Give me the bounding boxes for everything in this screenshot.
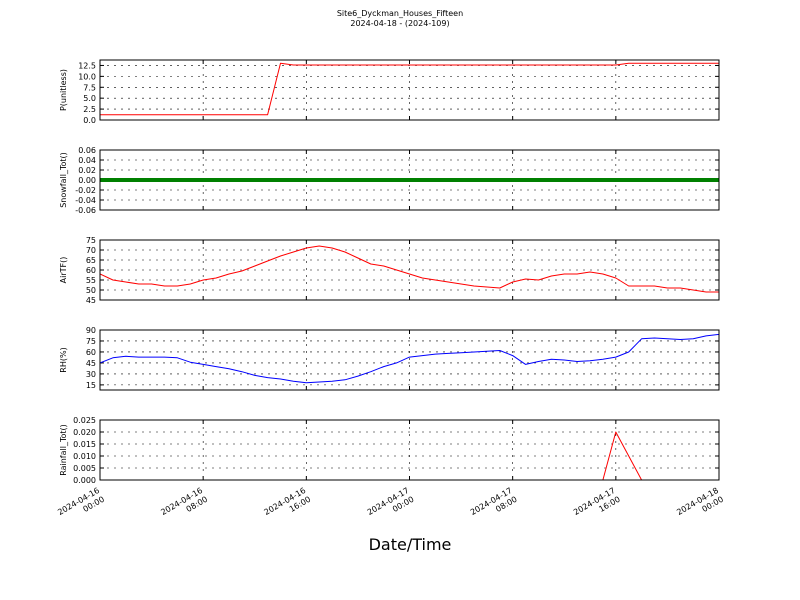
- y-tick-label: 12.5: [78, 61, 96, 70]
- data-line: [100, 245, 719, 293]
- y-tick-label: 0.0: [83, 116, 96, 125]
- y-axis-label: RH(%): [59, 347, 68, 372]
- y-tick-label: -0.04: [75, 196, 96, 205]
- plot-frame: [99, 59, 720, 121]
- y-tick-label: 50: [86, 286, 96, 295]
- y-tick-label: 60: [86, 266, 96, 275]
- y-tick-label: 0.00: [78, 176, 96, 185]
- chart-title: Site6_Dyckman_Houses_Fifteen: [337, 9, 463, 18]
- y-axis-label: Rainfall_Tot(): [59, 424, 68, 476]
- y-tick-label: 0.025: [73, 416, 96, 425]
- y-tick-label: 7.5: [83, 83, 96, 92]
- y-tick-label: 0.015: [73, 440, 96, 449]
- y-tick-label: 60: [86, 348, 96, 357]
- y-tick-label: -0.02: [75, 186, 96, 195]
- y-tick-label: 0.06: [78, 146, 96, 155]
- y-tick-label: 5.0: [83, 94, 96, 103]
- y-tick-label: 65: [86, 256, 96, 265]
- plot-frame: [99, 239, 720, 301]
- y-tick-label: 0.005: [73, 464, 96, 473]
- y-tick-label: 0.010: [73, 452, 96, 461]
- y-axis-label: Snowfall_Tot(): [59, 152, 68, 208]
- y-tick-label: 0.04: [78, 156, 96, 165]
- y-tick-label: 75: [86, 337, 96, 346]
- data-line: [100, 62, 719, 116]
- y-tick-label: 30: [86, 370, 96, 379]
- y-tick-label: -0.06: [75, 206, 96, 215]
- y-tick-label: 15: [86, 381, 96, 390]
- y-tick-label: 45: [86, 296, 96, 305]
- y-tick-label: 55: [86, 276, 96, 285]
- y-axis-label: AirTF(): [59, 257, 68, 284]
- chart-subtitle: 2024-04-18 - (2024-109): [350, 19, 449, 28]
- x-axis-label: Date/Time: [369, 535, 452, 554]
- y-tick-label: 2.5: [83, 105, 96, 114]
- y-tick-label: 0.020: [73, 428, 96, 437]
- data-line: [100, 333, 719, 384]
- plot-frame: [99, 149, 720, 211]
- data-line: [100, 431, 719, 480]
- y-tick-label: 0.000: [73, 476, 96, 485]
- y-axis-label: P(unitless): [59, 69, 68, 111]
- y-tick-label: 10.0: [78, 72, 96, 81]
- plot-frame: [99, 329, 720, 391]
- y-tick-label: 45: [86, 359, 96, 368]
- y-tick-label: 75: [86, 236, 96, 245]
- y-tick-label: 70: [86, 246, 96, 255]
- y-tick-label: 0.02: [78, 166, 96, 175]
- plot-frame: [99, 419, 720, 481]
- y-tick-label: 90: [86, 326, 96, 335]
